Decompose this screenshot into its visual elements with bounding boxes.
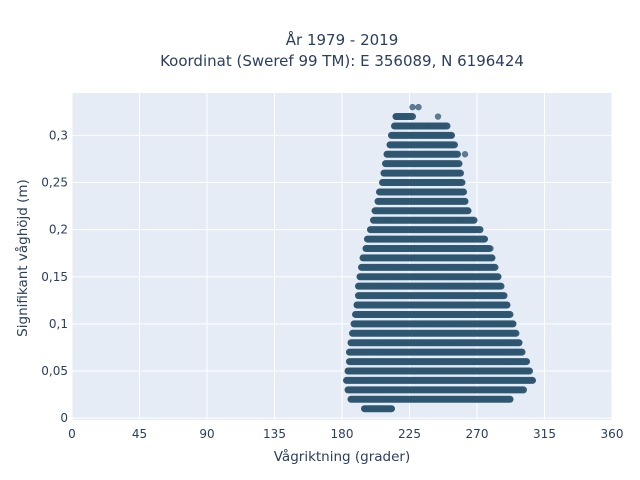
x-tick-label: 45 bbox=[132, 427, 147, 441]
data-point bbox=[457, 179, 464, 186]
y-tick-label: 0,05 bbox=[41, 364, 68, 378]
data-point bbox=[518, 386, 526, 394]
data-point bbox=[509, 320, 517, 328]
data-points bbox=[343, 103, 536, 413]
data-point bbox=[515, 339, 523, 346]
y-tick-label: 0,15 bbox=[41, 270, 68, 284]
x-tick-label: 135 bbox=[263, 427, 286, 441]
data-point bbox=[454, 160, 461, 167]
x-tick-label: 180 bbox=[331, 427, 354, 441]
data-point bbox=[506, 396, 514, 403]
data-point bbox=[388, 405, 395, 412]
chart-title-line-1: År 1979 - 2019 bbox=[286, 30, 399, 49]
data-point bbox=[448, 132, 455, 139]
data-point bbox=[487, 245, 494, 252]
data-point bbox=[452, 151, 460, 158]
data-point bbox=[461, 198, 469, 205]
y-tick-label: 0,3 bbox=[49, 128, 68, 142]
data-point bbox=[455, 169, 463, 177]
x-axis-ticks: 0 45 90 135 180 225 270 315 360 bbox=[68, 427, 623, 441]
data-point bbox=[524, 367, 532, 375]
y-tick-label: 0,1 bbox=[49, 317, 68, 331]
x-tick-label: 225 bbox=[398, 427, 421, 441]
x-tick-label: 360 bbox=[601, 427, 624, 441]
data-point bbox=[523, 358, 530, 365]
data-point bbox=[511, 330, 518, 337]
data-point bbox=[505, 311, 512, 318]
data-point bbox=[529, 377, 536, 384]
data-point bbox=[517, 348, 524, 356]
chart-title-line-2: Koordinat (Sweref 99 TM): E 356089, N 61… bbox=[160, 52, 524, 70]
data-point bbox=[392, 113, 400, 120]
x-tick-label: 0 bbox=[68, 427, 76, 441]
data-point bbox=[494, 273, 502, 280]
x-axis-title: Vågriktning (grader) bbox=[274, 448, 411, 465]
data-point bbox=[496, 282, 503, 290]
data-point bbox=[469, 217, 476, 224]
data-point bbox=[461, 151, 469, 158]
y-tick-label: 0 bbox=[60, 411, 68, 425]
data-point bbox=[407, 122, 415, 130]
data-point bbox=[499, 292, 506, 299]
data-point bbox=[434, 113, 442, 120]
data-point bbox=[407, 113, 415, 120]
data-point bbox=[475, 226, 482, 233]
data-point bbox=[481, 235, 488, 243]
y-axis-ticks: 0 0,05 0,1 0,15 0,2 0,25 0,3 bbox=[41, 128, 68, 425]
y-tick-label: 0,2 bbox=[49, 223, 68, 237]
x-tick-label: 90 bbox=[199, 427, 214, 441]
data-point bbox=[361, 405, 368, 412]
y-tick-label: 0,25 bbox=[41, 176, 68, 190]
data-point bbox=[415, 103, 422, 111]
data-point bbox=[488, 254, 496, 262]
data-point bbox=[422, 122, 430, 130]
data-point bbox=[449, 141, 457, 149]
data-point bbox=[464, 207, 472, 214]
data-point bbox=[409, 103, 416, 111]
data-point bbox=[442, 122, 449, 130]
x-tick-label: 315 bbox=[533, 427, 556, 441]
data-point bbox=[490, 264, 497, 271]
y-axis-title: Signifikant våghöjd (m) bbox=[14, 179, 31, 337]
data-point bbox=[503, 301, 511, 309]
x-tick-label: 270 bbox=[466, 427, 489, 441]
data-point bbox=[401, 113, 409, 120]
data-point bbox=[460, 188, 467, 196]
